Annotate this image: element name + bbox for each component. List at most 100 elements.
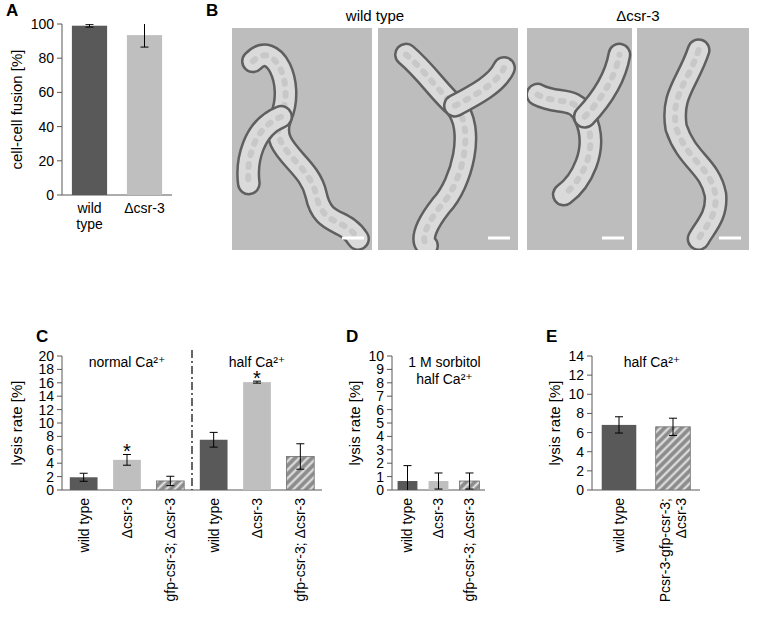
y-tick-label: 20 [38, 153, 54, 169]
y-tick [57, 449, 62, 450]
y-tick [57, 92, 62, 93]
panel: C02468101214161820lysis rate [%]**normal… [8, 327, 322, 601]
panel-letter: A [6, 1, 18, 20]
x-tick-label: wildtype [76, 200, 103, 232]
x-tick-label: Δcsr-3 [249, 498, 265, 539]
y-tick [587, 490, 592, 491]
y-tick [57, 356, 62, 357]
y-tick [387, 490, 392, 491]
scale-bar [488, 237, 510, 240]
scale-bar [602, 237, 624, 240]
y-axis-title: cell-cell fusion [%] [8, 49, 25, 169]
y-tick-label: 20 [38, 348, 54, 364]
y-tick [387, 369, 392, 370]
y-tick [587, 432, 592, 433]
y-axis-title: lysis rate [%] [546, 380, 563, 465]
y-tick-label: 14 [568, 348, 584, 364]
error-bar [466, 473, 474, 489]
annotation: half Ca²⁺ [624, 354, 680, 370]
x-tick-label: Δcsr-3 [124, 200, 165, 216]
y-tick-label: 40 [38, 119, 54, 135]
y-tick-label: 0 [46, 187, 54, 203]
annotation: half Ca²⁺ [416, 371, 472, 387]
scale-bar [342, 237, 364, 240]
y-tick [57, 463, 62, 464]
y-tick [387, 449, 392, 450]
bar [656, 427, 691, 490]
y-axis [592, 356, 593, 490]
panel-letter: C [36, 327, 48, 346]
x-tick-label: Δcsr-3 [430, 498, 446, 539]
y-tick-label: 10 [368, 348, 384, 364]
y-tick [587, 356, 592, 357]
x-tick-label: wild type [611, 498, 627, 554]
y-tick [387, 356, 392, 357]
y-tick [57, 24, 62, 25]
y-tick-label: 10 [568, 386, 584, 402]
marks [72, 24, 162, 195]
annotation: 1 M sorbitol [408, 354, 480, 370]
y-tick [587, 451, 592, 452]
y-axis [62, 356, 63, 490]
panel-letter: B [206, 1, 218, 20]
y-axis [392, 356, 393, 490]
micrograph [378, 28, 518, 250]
error-bar [435, 473, 443, 489]
error-bar [615, 417, 623, 433]
y-tick-label: 4 [576, 444, 584, 460]
micrograph [637, 28, 749, 250]
image-label: wild type [345, 7, 404, 24]
y-tick-label: 6 [576, 425, 584, 441]
y-tick [57, 58, 62, 59]
y-tick [387, 382, 392, 383]
error-bar [404, 466, 412, 490]
y-tick [587, 470, 592, 471]
error-bar [210, 432, 218, 447]
x-tick-label: Pcsr-3-gfp-csr-3;Δcsr-3 [657, 498, 689, 602]
y-tick-label: 60 [38, 84, 54, 100]
bar [72, 26, 107, 195]
y-tick [587, 394, 592, 395]
panel-letter: E [546, 327, 557, 346]
y-tick-label: 0 [576, 482, 584, 498]
x-tick-label: Δcsr-3 [119, 498, 135, 539]
significance-mark: * [123, 440, 131, 462]
y-tick [57, 382, 62, 383]
panel: A020406080100cell-cell fusion [%]wildtyp… [6, 1, 172, 232]
scale-bar [719, 237, 741, 240]
significance-mark: * [253, 367, 261, 389]
error-bar [141, 24, 149, 47]
error-bar [80, 473, 88, 481]
y-tick [57, 436, 62, 437]
bar [243, 382, 271, 490]
micrograph [527, 28, 632, 250]
x-tick-label: gfp-csr-3; Δcsr-3 [292, 498, 308, 602]
y-tick [587, 413, 592, 414]
y-tick [387, 436, 392, 437]
group-label: normal Ca²⁺ [89, 354, 166, 370]
y-tick [57, 126, 62, 127]
y-tick [387, 476, 392, 477]
figure: A020406080100cell-cell fusion [%]wildtyp… [0, 0, 761, 627]
error-bar [296, 444, 304, 469]
group-divider [191, 350, 192, 490]
error-bar [166, 476, 174, 485]
group-label: half Ca²⁺ [229, 354, 285, 370]
y-axis-title: lysis rate [%] [8, 380, 25, 465]
x-tick-label: wild type [76, 498, 92, 554]
marks [602, 417, 691, 490]
error-bar [86, 24, 94, 27]
y-tick [587, 375, 592, 376]
y-axis [62, 24, 63, 195]
marks [398, 466, 480, 490]
y-tick [57, 476, 62, 477]
x-tick-label: gfp-csr-3; Δcsr-3 [162, 498, 178, 602]
x-tick-label: wild type [206, 498, 222, 554]
y-tick [387, 396, 392, 397]
panel: D012345678910lysis rate [%]1 M sorbitolh… [346, 327, 485, 601]
x-tick-label: wild type [399, 498, 415, 554]
y-tick [387, 423, 392, 424]
y-tick-label: 2 [576, 463, 584, 479]
panel-letter: D [346, 327, 358, 346]
y-tick [387, 463, 392, 464]
